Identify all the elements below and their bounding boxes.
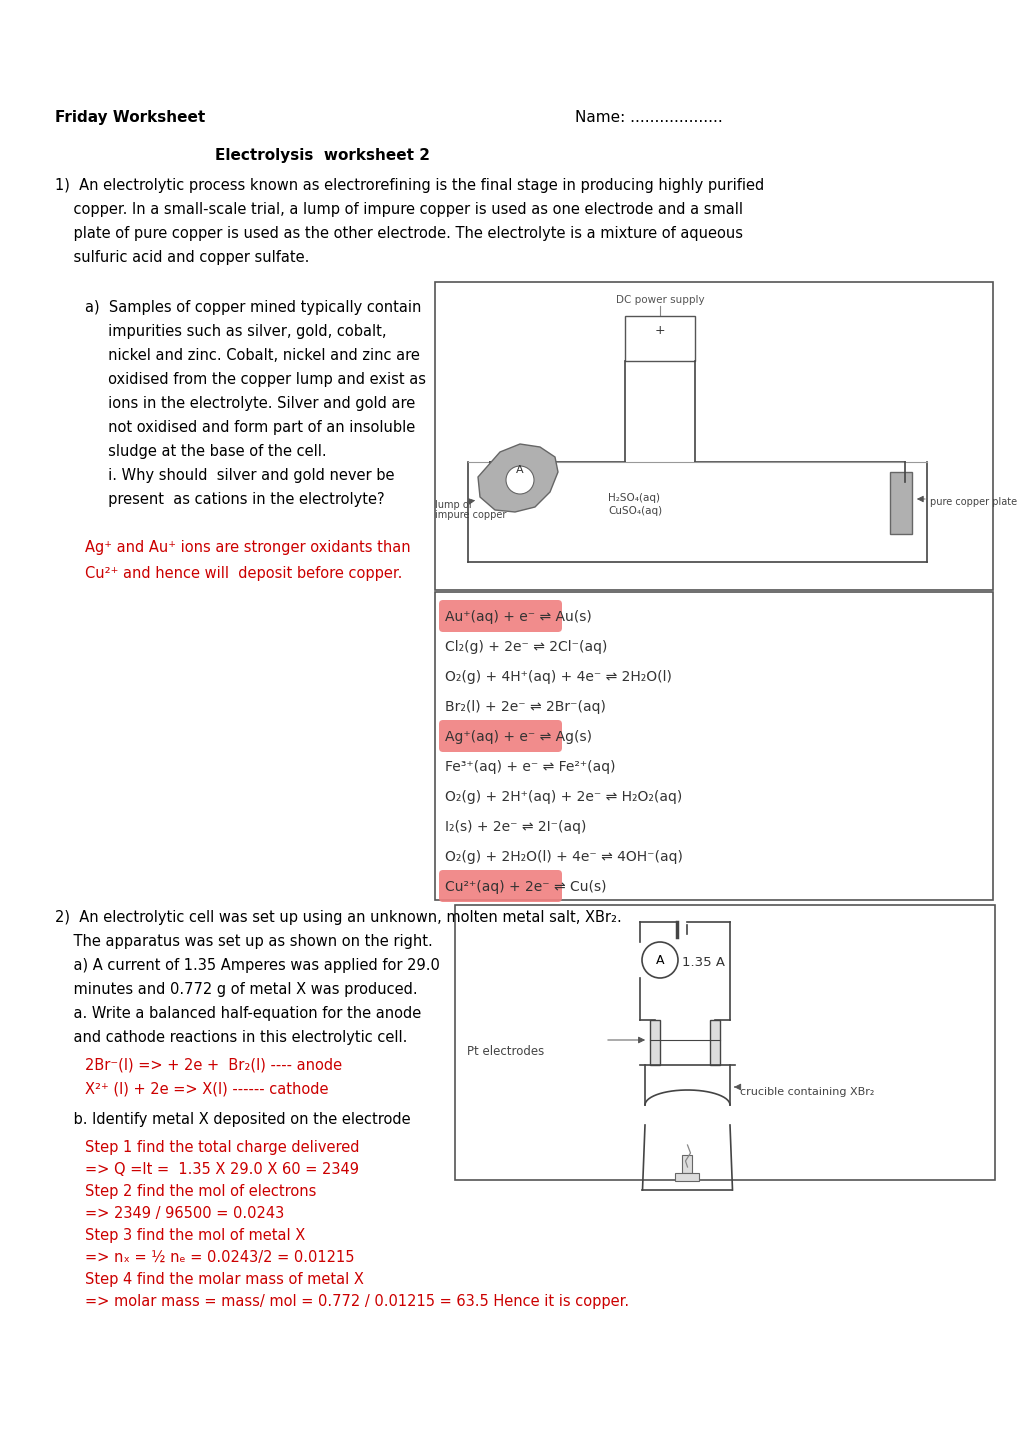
Text: ions in the electrolyte. Silver and gold are: ions in the electrolyte. Silver and gold…	[85, 397, 415, 411]
Text: CuSO₄(aq): CuSO₄(aq)	[607, 506, 661, 516]
Bar	[682, 1155, 692, 1172]
Text: Cu²⁺ and hence will  deposit before copper.: Cu²⁺ and hence will deposit before coppe…	[85, 567, 401, 581]
Text: b. Identify metal X deposited on the electrode: b. Identify metal X deposited on the ele…	[55, 1112, 411, 1128]
Text: => nₓ = ½ nₑ = 0.0243/2 = 0.01215: => nₓ = ½ nₑ = 0.0243/2 = 0.01215	[85, 1250, 355, 1265]
Text: Ag⁺(aq) + e⁻ ⇌ Ag(s): Ag⁺(aq) + e⁻ ⇌ Ag(s)	[444, 730, 591, 744]
Text: and cathode reactions in this electrolytic cell.: and cathode reactions in this electrolyt…	[55, 1030, 407, 1045]
Text: => 2349 / 96500 = 0.0243: => 2349 / 96500 = 0.0243	[85, 1206, 284, 1221]
Text: H₂SO₄(aq): H₂SO₄(aq)	[607, 493, 659, 503]
Text: Fe³⁺(aq) + e⁻ ⇌ Fe²⁺(aq): Fe³⁺(aq) + e⁻ ⇌ Fe²⁺(aq)	[444, 760, 614, 774]
Text: +: +	[654, 324, 664, 337]
Text: i. Why should  silver and gold never be: i. Why should silver and gold never be	[85, 469, 394, 483]
Bar	[625, 316, 694, 360]
FancyBboxPatch shape	[438, 870, 561, 903]
Text: 1)  An electrolytic process known as electrorefining is the final stage in produ: 1) An electrolytic process known as elec…	[55, 177, 763, 193]
Text: pure copper plate: pure copper plate	[929, 497, 1016, 508]
Text: Step 3 find the mol of metal X: Step 3 find the mol of metal X	[85, 1229, 305, 1243]
Text: O₂(g) + 2H₂O(l) + 4e⁻ ⇌ 4OH⁻(aq): O₂(g) + 2H₂O(l) + 4e⁻ ⇌ 4OH⁻(aq)	[444, 849, 682, 864]
Text: 1.35 A: 1.35 A	[682, 956, 725, 969]
Text: Step 1 find the total charge delivered: Step 1 find the total charge delivered	[85, 1141, 359, 1155]
Text: Ag⁺ and Au⁺ ions are stronger oxidants than: Ag⁺ and Au⁺ ions are stronger oxidants t…	[85, 539, 411, 555]
Text: Cl₂(g) + 2e⁻ ⇌ 2Cl⁻(aq): Cl₂(g) + 2e⁻ ⇌ 2Cl⁻(aq)	[444, 640, 606, 655]
Text: a) A current of 1.35 Amperes was applied for 29.0: a) A current of 1.35 Amperes was applied…	[55, 957, 439, 973]
Text: Au⁺(aq) + e⁻ ⇌ Au(s): Au⁺(aq) + e⁻ ⇌ Au(s)	[444, 610, 591, 624]
Polygon shape	[478, 444, 557, 512]
Bar	[649, 1019, 659, 1066]
Text: I₂(s) + 2e⁻ ⇌ 2I⁻(aq): I₂(s) + 2e⁻ ⇌ 2I⁻(aq)	[444, 820, 586, 833]
Text: Friday Worksheet: Friday Worksheet	[55, 110, 205, 125]
Text: X²⁺ (l) + 2e => X(l) ------ cathode: X²⁺ (l) + 2e => X(l) ------ cathode	[85, 1082, 328, 1097]
Text: O₂(g) + 4H⁺(aq) + 4e⁻ ⇌ 2H₂O(l): O₂(g) + 4H⁺(aq) + 4e⁻ ⇌ 2H₂O(l)	[444, 671, 672, 684]
Text: a. Write a balanced half-equation for the anode: a. Write a balanced half-equation for th…	[55, 1007, 421, 1021]
Text: minutes and 0.772 g of metal X was produced.: minutes and 0.772 g of metal X was produ…	[55, 982, 417, 996]
Text: sulfuric acid and copper sulfate.: sulfuric acid and copper sulfate.	[55, 249, 309, 265]
Bar	[434, 283, 993, 590]
Bar	[675, 1172, 699, 1181]
Text: impurities such as silver, gold, cobalt,: impurities such as silver, gold, cobalt,	[85, 324, 386, 339]
Text: Br₂(l) + 2e⁻ ⇌ 2Br⁻(aq): Br₂(l) + 2e⁻ ⇌ 2Br⁻(aq)	[444, 699, 605, 714]
Text: => Q =It =  1.35 X 29.0 X 60 = 2349: => Q =It = 1.35 X 29.0 X 60 = 2349	[85, 1162, 359, 1177]
Bar	[890, 472, 911, 534]
Circle shape	[505, 466, 534, 495]
Text: oxidised from the copper lump and exist as: oxidised from the copper lump and exist …	[85, 372, 426, 386]
Text: sludge at the base of the cell.: sludge at the base of the cell.	[85, 444, 326, 459]
FancyBboxPatch shape	[438, 720, 561, 751]
Text: O₂(g) + 2H⁺(aq) + 2e⁻ ⇌ H₂O₂(aq): O₂(g) + 2H⁺(aq) + 2e⁻ ⇌ H₂O₂(aq)	[444, 790, 682, 805]
Text: The apparatus was set up as shown on the right.: The apparatus was set up as shown on the…	[55, 934, 432, 949]
Circle shape	[641, 942, 678, 978]
Text: Cu²⁺(aq) + 2e⁻ ⇌ Cu(s): Cu²⁺(aq) + 2e⁻ ⇌ Cu(s)	[444, 880, 606, 894]
Text: Name: ...................: Name: ...................	[575, 110, 722, 125]
Text: Electrolysis  worksheet 2: Electrolysis worksheet 2	[215, 149, 430, 163]
Text: Pt electrodes: Pt electrodes	[467, 1045, 544, 1058]
Text: crucible containing XBr₂: crucible containing XBr₂	[739, 1087, 873, 1097]
Text: impure copper: impure copper	[434, 510, 505, 521]
Text: Step 2 find the mol of electrons: Step 2 find the mol of electrons	[85, 1184, 316, 1198]
Text: A: A	[516, 464, 524, 474]
Text: copper. In a small-scale trial, a lump of impure copper is used as one electrode: copper. In a small-scale trial, a lump o…	[55, 202, 742, 216]
FancyBboxPatch shape	[438, 600, 561, 632]
Text: 2Br⁻(l) => + 2e +  Br₂(l) ---- anode: 2Br⁻(l) => + 2e + Br₂(l) ---- anode	[85, 1058, 341, 1073]
Bar	[709, 1019, 719, 1066]
Text: Step 4 find the molar mass of metal X: Step 4 find the molar mass of metal X	[85, 1272, 364, 1288]
Text: a)  Samples of copper mined typically contain: a) Samples of copper mined typically con…	[85, 300, 421, 314]
Text: DC power supply: DC power supply	[615, 296, 704, 306]
Text: lump of: lump of	[434, 500, 472, 510]
Text: nickel and zinc. Cobalt, nickel and zinc are: nickel and zinc. Cobalt, nickel and zinc…	[85, 348, 420, 363]
Text: => molar mass = mass/ mol = 0.772 / 0.01215 = 63.5 Hence it is copper.: => molar mass = mass/ mol = 0.772 / 0.01…	[85, 1293, 629, 1309]
Text: plate of pure copper is used as the other electrode. The electrolyte is a mixtur: plate of pure copper is used as the othe…	[55, 226, 742, 241]
Text: not oxidised and form part of an insoluble: not oxidised and form part of an insolub…	[85, 420, 415, 435]
Bar	[434, 593, 993, 900]
Text: 2)  An electrolytic cell was set up using an unknown, molten metal salt, XBr₂.: 2) An electrolytic cell was set up using…	[55, 910, 622, 924]
Text: A: A	[655, 953, 663, 966]
Text: present  as cations in the electrolyte?: present as cations in the electrolyte?	[85, 492, 384, 508]
Bar	[454, 906, 994, 1180]
